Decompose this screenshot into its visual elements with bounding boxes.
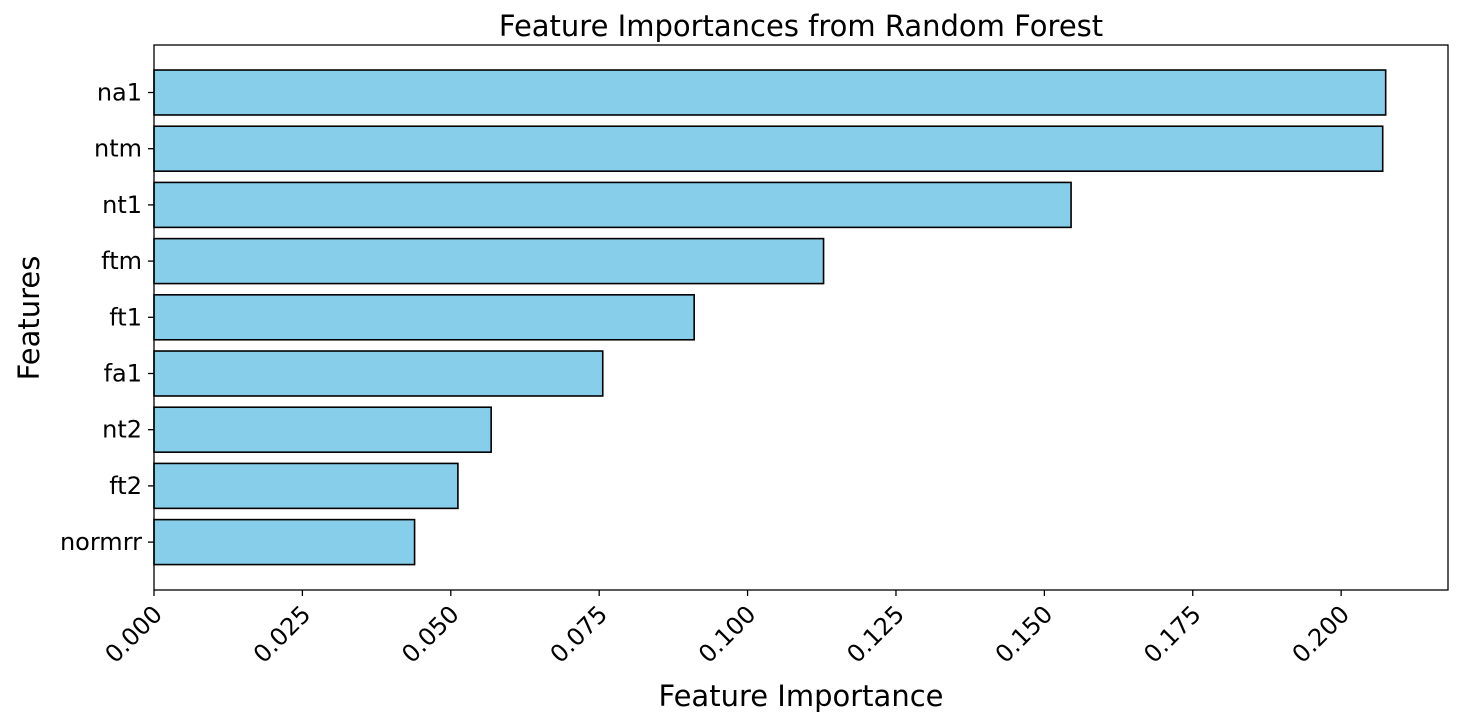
x-tick-label: 0.075	[545, 600, 613, 668]
y-axis-ticks: na1 ntm nt1 ftm ft1 fa1 nt2 ft2 normrr	[60, 79, 154, 556]
x-axis-ticks: 0.000 0.025 0.050 0.075 0.100 0.125 0.150 0.175…	[100, 590, 1355, 668]
plot-area-frame	[153, 44, 1449, 591]
bars	[153, 69, 1387, 566]
y-tick-label: ft2	[109, 472, 142, 500]
y-tick-label: na1	[97, 79, 142, 107]
bar-ntm	[153, 125, 1384, 172]
x-tick-label: 0.100	[693, 600, 761, 668]
bar-ft1	[153, 294, 695, 341]
y-tick-label: ntm	[94, 135, 142, 163]
bar-ft2	[153, 462, 459, 510]
y-axis-label: Features	[12, 256, 46, 381]
x-axis-label: Feature Importance	[659, 679, 944, 713]
x-tick-label: 0.200	[1287, 600, 1355, 668]
bar-normrr	[153, 518, 416, 566]
y-tick-label: normrr	[60, 528, 142, 556]
chart-title: Feature Importances from Random Forest	[499, 9, 1103, 43]
y-tick-label: fa1	[104, 360, 142, 388]
x-tick-label: 0.000	[100, 600, 168, 668]
y-tick-label: ftm	[101, 247, 142, 275]
y-tick-label: nt1	[102, 191, 142, 219]
x-tick-label: 0.125	[841, 600, 909, 668]
bar-nt1	[153, 181, 1072, 229]
y-tick-label: nt2	[102, 416, 142, 444]
bar-fa1	[153, 350, 604, 397]
x-tick-label: 0.025	[248, 600, 316, 668]
x-tick-label: 0.175	[1138, 600, 1206, 668]
bar-ftm	[153, 237, 825, 285]
x-tick-label: 0.150	[990, 600, 1058, 668]
bar-na1	[153, 69, 1387, 116]
y-tick-label: ft1	[109, 303, 142, 331]
x-tick-label: 0.050	[396, 600, 464, 668]
bar-nt2	[153, 406, 492, 453]
